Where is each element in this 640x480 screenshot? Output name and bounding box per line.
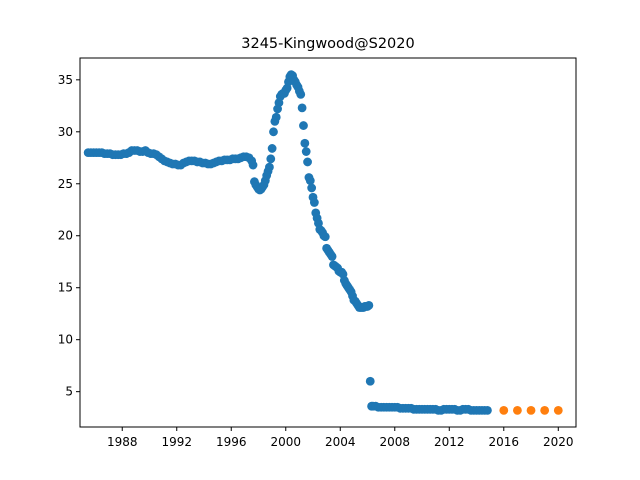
- data-point: [513, 405, 522, 415]
- chart-title: 3245-Kingwood@S2020: [241, 36, 414, 52]
- data-point: [265, 162, 274, 172]
- data-point: [307, 183, 317, 193]
- x-tick-label: 1988: [107, 435, 138, 449]
- data-points: [83, 70, 563, 415]
- y-tick-label: 15: [58, 281, 73, 295]
- data-point: [296, 89, 306, 99]
- data-point: [301, 147, 311, 156]
- data-point: [267, 144, 277, 153]
- data-point: [309, 198, 319, 207]
- data-point: [299, 121, 308, 130]
- data-point: [365, 376, 375, 386]
- data-point: [266, 154, 276, 164]
- data-point: [248, 160, 258, 170]
- x-tick-label: 2000: [270, 435, 301, 449]
- x-tick-label: 2016: [489, 435, 520, 449]
- data-point: [327, 252, 337, 261]
- data-point: [305, 176, 315, 186]
- x-axis-ticks: 1988 1992 1996 2000 2004 2008 2012 2016 2020: [107, 427, 574, 449]
- plot-frame: [79, 57, 577, 428]
- data-point: [320, 232, 330, 242]
- y-tick-label: 25: [58, 177, 73, 191]
- y-axis-ticks: 5 10 15 20 25 30 35: [58, 73, 80, 399]
- data-point: [271, 112, 281, 122]
- y-tick-label: 30: [58, 125, 73, 139]
- data-point: [553, 405, 563, 415]
- data-point: [300, 138, 310, 148]
- x-tick-label: 2004: [325, 435, 356, 449]
- x-tick-label: 1996: [216, 435, 247, 449]
- data-point: [483, 405, 492, 415]
- data-point: [526, 405, 536, 415]
- data-point: [540, 405, 550, 415]
- data-point: [269, 127, 278, 137]
- x-tick-label: 1992: [161, 435, 192, 449]
- x-tick-label: 2020: [543, 435, 574, 449]
- y-tick-label: 35: [58, 73, 73, 87]
- y-tick-label: 20: [58, 229, 73, 243]
- data-point: [303, 157, 312, 167]
- data-point: [499, 405, 509, 415]
- y-tick-label: 10: [58, 333, 73, 347]
- data-point: [364, 300, 374, 310]
- y-tick-label: 5: [65, 385, 73, 399]
- x-tick-label: 2012: [434, 435, 465, 449]
- x-tick-label: 2008: [379, 435, 410, 449]
- data-point: [297, 103, 307, 113]
